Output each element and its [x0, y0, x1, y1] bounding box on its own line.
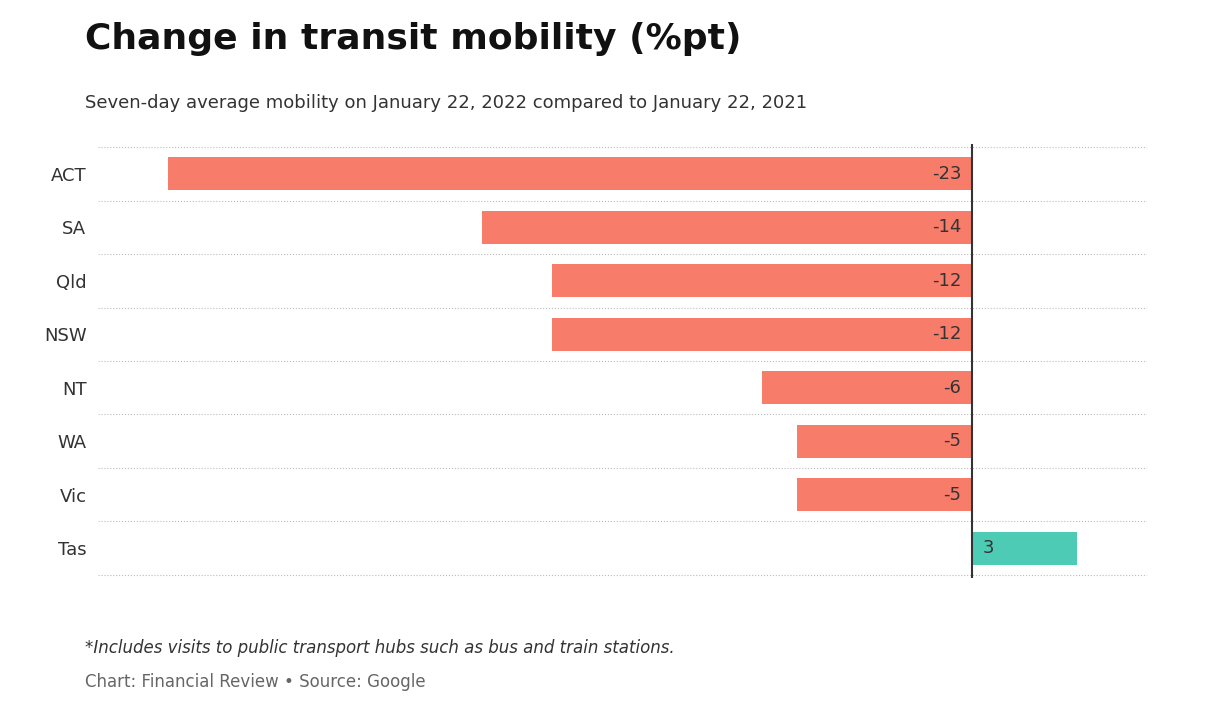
Bar [797, 425, 972, 458]
Text: Change in transit mobility (%pt): Change in transit mobility (%pt) [85, 22, 742, 56]
Text: -5: -5 [943, 486, 961, 504]
Text: -23: -23 [932, 165, 961, 183]
Bar [797, 478, 972, 511]
Text: -12: -12 [932, 271, 961, 290]
Bar [553, 318, 972, 351]
Bar [553, 264, 972, 297]
Text: -12: -12 [932, 325, 961, 343]
Text: -14: -14 [932, 218, 961, 236]
Bar [972, 531, 1077, 565]
Bar [482, 211, 972, 244]
Text: Chart: Financial Review • Source: Google: Chart: Financial Review • Source: Google [85, 673, 426, 691]
Bar [762, 371, 972, 404]
Text: -5: -5 [943, 432, 961, 451]
Text: -6: -6 [943, 379, 961, 397]
Text: *Includes visits to public transport hubs such as bus and train stations.: *Includes visits to public transport hub… [85, 639, 675, 657]
Bar [167, 157, 972, 191]
Text: Seven-day average mobility on January 22, 2022 compared to January 22, 2021: Seven-day average mobility on January 22… [85, 94, 808, 112]
Text: 3: 3 [982, 539, 994, 557]
